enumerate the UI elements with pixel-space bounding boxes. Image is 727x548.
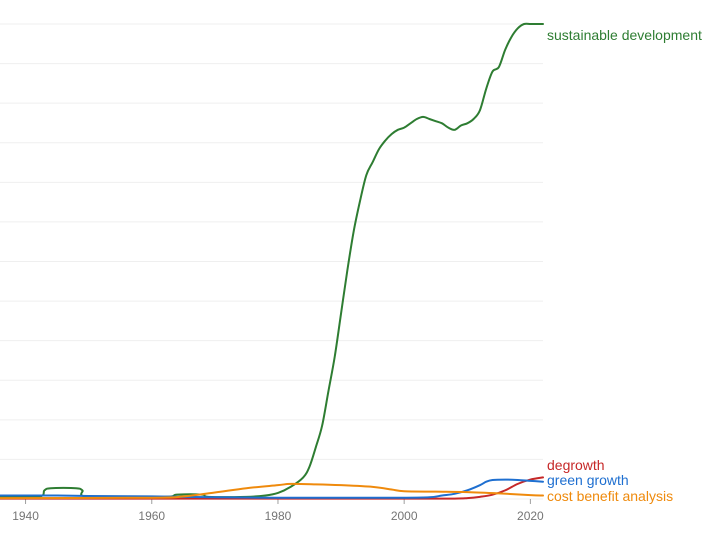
series-line-cost-benefit-analysis [0, 482, 544, 500]
x-axis: 1940 1960 1980 2000 2020 [12, 499, 544, 523]
series-label-green-growth[interactable]: green growth [547, 472, 629, 488]
series-line-sustainable-development [0, 22, 544, 499]
series-label-sustainable-development[interactable]: sustainable development [547, 27, 702, 43]
gridlines [0, 23, 543, 500]
x-tick-label: 2000 [391, 509, 418, 523]
x-tick-label: 2020 [517, 509, 544, 523]
x-tick-label: 1960 [138, 509, 165, 523]
series-lines [0, 22, 544, 500]
series-label-cost-benefit-analysis[interactable]: cost benefit analysis [547, 488, 673, 504]
series-label-degrowth[interactable]: degrowth [547, 457, 605, 473]
x-tick-label: 1980 [265, 509, 292, 523]
x-tick-label: 1940 [12, 509, 39, 523]
series-line-green-growth [0, 478, 544, 499]
